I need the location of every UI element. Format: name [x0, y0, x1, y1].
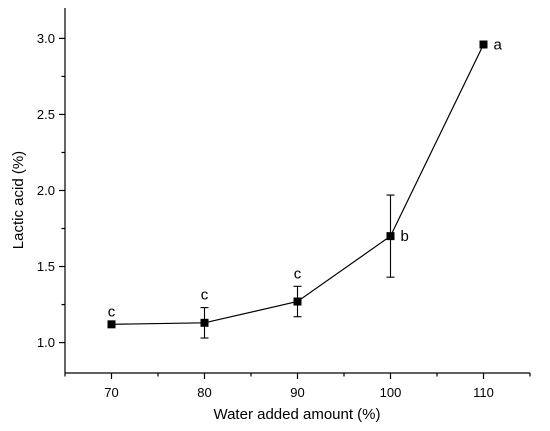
data-point-90 [293, 297, 302, 306]
data-markers [107, 40, 488, 329]
y-tick-label-1.5: 1.5 [37, 259, 55, 274]
significance-label-100: b [401, 228, 409, 245]
x-tick-label-110: 110 [473, 385, 494, 400]
data-point-100 [386, 232, 395, 241]
y-tick-label-1.0: 1.0 [37, 335, 55, 350]
axes [64, 8, 530, 374]
significance-label-70: c [108, 303, 116, 320]
significance-label-90: c [294, 265, 302, 282]
x-axis-title: Water added amount (%) [213, 406, 380, 423]
tick-labels: 70 80 90 100 110 1.0 1.5 2.0 2.5 3.0 [37, 31, 494, 400]
series-line [111, 44, 485, 325]
y-tick-label-3.0: 3.0 [37, 31, 55, 46]
y-axis-title: Lactic acid (%) [10, 151, 27, 249]
data-point-70 [107, 320, 116, 329]
x-tick-label-70: 70 [104, 385, 118, 400]
significance-label-110: a [494, 37, 503, 54]
y-tick-label-2.5: 2.5 [37, 107, 55, 122]
y-tick-label-2.0: 2.0 [37, 183, 55, 198]
annotations: c c c b a [108, 37, 503, 321]
data-point-110 [479, 40, 488, 49]
data-point-80 [200, 318, 209, 327]
x-tick-label-90: 90 [290, 385, 304, 400]
significance-label-80: c [201, 287, 209, 304]
x-tick-label-100: 100 [380, 385, 402, 400]
x-tick-label-80: 80 [197, 385, 211, 400]
series-lines [111, 44, 485, 325]
ticks [59, 37, 531, 379]
